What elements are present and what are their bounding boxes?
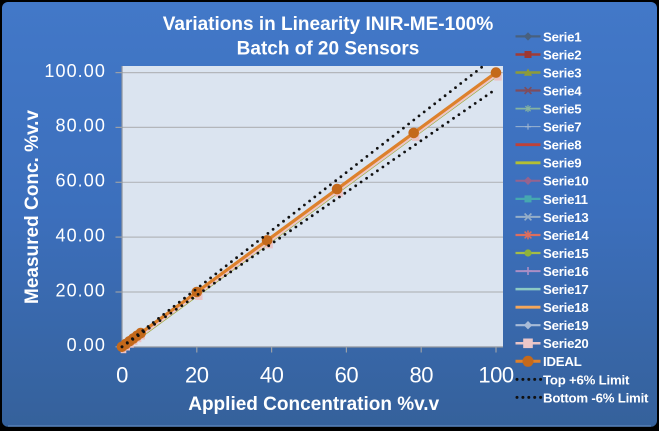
svg-text:0: 0 [116, 362, 128, 387]
svg-text:100: 100 [478, 362, 513, 387]
svg-text:Measured Conc. %v.v: Measured Conc. %v.v [22, 110, 43, 304]
svg-text:Serie15: Serie15 [543, 246, 589, 261]
svg-text:40.00: 40.00 [55, 225, 106, 245]
svg-text:Serie7: Serie7 [543, 120, 581, 135]
svg-text:Serie2: Serie2 [543, 47, 581, 62]
svg-text:20.00: 20.00 [55, 280, 106, 300]
svg-text:20: 20 [185, 362, 209, 387]
svg-text:Serie5: Serie5 [543, 102, 581, 117]
svg-text:IDEAL: IDEAL [543, 354, 582, 369]
svg-text:40: 40 [260, 362, 284, 387]
svg-text:60: 60 [335, 362, 359, 387]
svg-text:Serie16: Serie16 [543, 264, 589, 279]
svg-text:Serie18: Serie18 [543, 300, 589, 315]
svg-text:Serie14: Serie14 [543, 228, 589, 243]
svg-text:Top +6% Limit: Top +6% Limit [543, 372, 630, 387]
svg-text:80.00: 80.00 [55, 116, 106, 136]
svg-text:Batch of 20 Sensors: Batch of 20 Sensors [237, 39, 420, 60]
svg-text:100.00: 100.00 [44, 61, 106, 81]
svg-text:Variations in Linearity INIR-M: Variations in Linearity INIR-ME-100% [163, 14, 494, 35]
svg-text:Serie13: Serie13 [543, 210, 589, 225]
svg-text:Bottom -6% Limit: Bottom -6% Limit [543, 390, 649, 405]
svg-text:Serie20: Serie20 [543, 336, 589, 351]
svg-text:Serie3: Serie3 [543, 65, 581, 80]
svg-text:Serie4: Serie4 [543, 84, 582, 99]
svg-text:Serie17: Serie17 [543, 282, 589, 297]
svg-text:Serie1: Serie1 [543, 29, 581, 44]
svg-text:Serie10: Serie10 [543, 174, 589, 189]
svg-text:Serie9: Serie9 [543, 156, 581, 171]
svg-text:0.00: 0.00 [67, 335, 106, 355]
svg-text:Serie19: Serie19 [543, 318, 589, 333]
svg-text:Serie8: Serie8 [543, 138, 581, 153]
svg-text:Serie11: Serie11 [543, 192, 588, 207]
svg-text:60.00: 60.00 [55, 171, 106, 191]
svg-text:80: 80 [409, 362, 433, 387]
svg-text:Applied Concentration %v.v: Applied Concentration %v.v [188, 394, 439, 415]
